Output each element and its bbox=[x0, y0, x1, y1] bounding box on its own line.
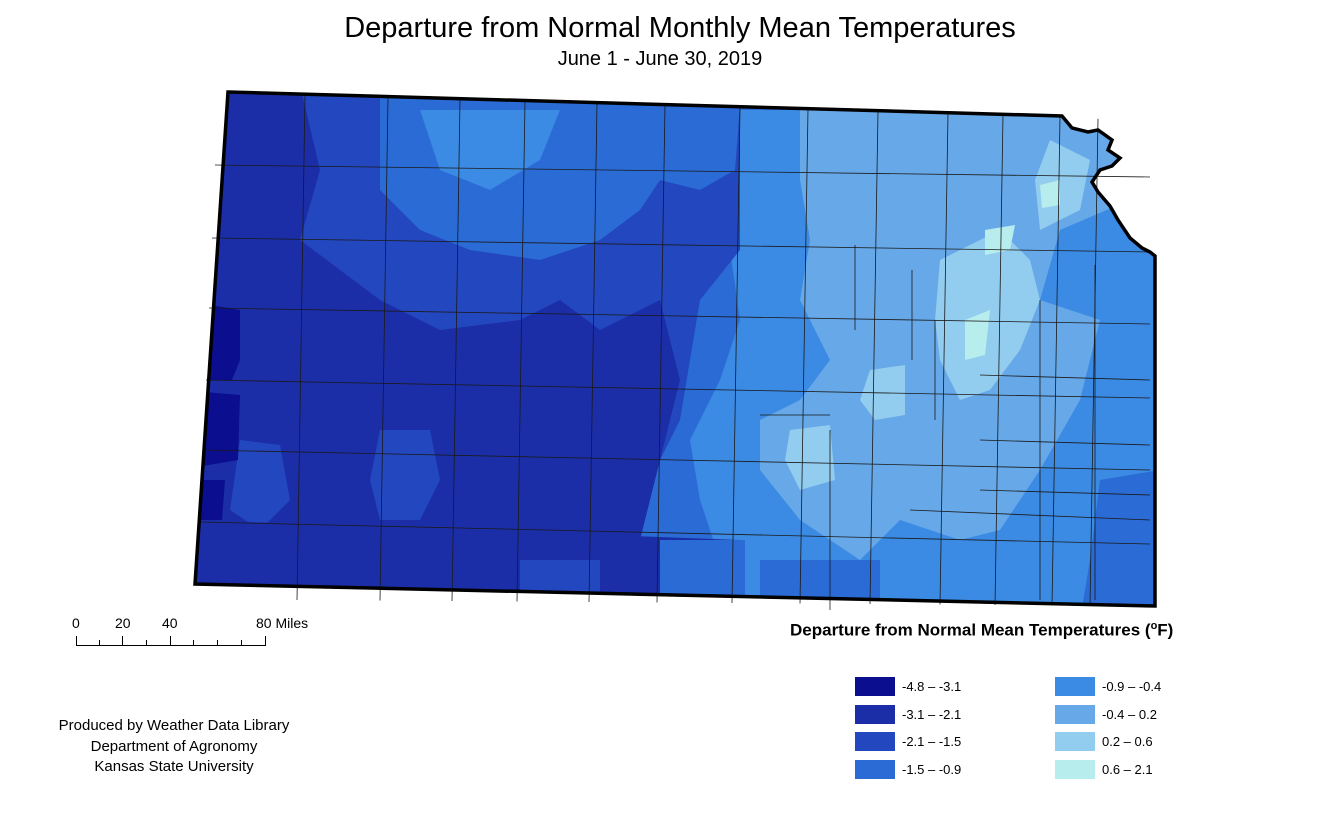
county-line bbox=[731, 107, 741, 604]
county-line bbox=[869, 111, 879, 605]
scale-label-20: 20 bbox=[115, 615, 131, 631]
legend-label: -0.4 – 0.2 bbox=[1102, 706, 1157, 722]
legend-item: -0.4 – 0.2 bbox=[1055, 704, 1255, 725]
legend-item: -1.5 – -0.9 bbox=[855, 759, 1055, 780]
county-line bbox=[451, 99, 461, 602]
zone-warmest-c bbox=[1040, 180, 1060, 208]
legend-label: 0.2 – 0.6 bbox=[1102, 734, 1153, 749]
legend-item: -2.1 – -1.5 bbox=[855, 732, 1055, 752]
scale-tick bbox=[217, 640, 218, 646]
legend-item: 0.6 – 2.1 bbox=[1055, 759, 1255, 780]
zone-north-central-b bbox=[420, 110, 560, 190]
scale-tick bbox=[146, 640, 147, 646]
legend-swatch bbox=[855, 677, 895, 696]
legend-swatch bbox=[1055, 732, 1095, 751]
map-title: Departure from Normal Monthly Mean Tempe… bbox=[344, 12, 1016, 44]
legend-swatch bbox=[1055, 759, 1095, 779]
zone-far-west-b bbox=[195, 390, 240, 470]
scale-label-0: 0 bbox=[72, 615, 80, 631]
county-line bbox=[202, 449, 1151, 471]
county-boundaries bbox=[199, 95, 1151, 610]
legend-label: -4.8 – -3.1 bbox=[902, 679, 962, 694]
county-line bbox=[296, 95, 306, 601]
scale-label-80: 80 Miles bbox=[256, 615, 309, 631]
scale-bar: 0 20 40 80 Miles bbox=[68, 615, 338, 655]
county-line bbox=[211, 237, 1151, 253]
legend-item: -0.9 – -0.4 bbox=[1055, 677, 1255, 697]
zone-west bbox=[195, 92, 680, 606]
zone-southeast-strip-b bbox=[760, 560, 880, 606]
scale-label-40: 40 bbox=[162, 615, 178, 631]
county-line bbox=[994, 114, 1004, 606]
zone-southwest-notch-b bbox=[230, 440, 290, 530]
county-line bbox=[205, 379, 1151, 399]
state-boundary bbox=[193, 90, 1157, 608]
credit-line-1: Produced by Weather Data Library bbox=[58, 717, 290, 734]
scale-tick bbox=[170, 636, 171, 646]
legend-swatch bbox=[855, 704, 895, 724]
credit-line-3: Kansas State University bbox=[94, 758, 254, 775]
legend-item: -3.1 – -2.1 bbox=[855, 704, 1055, 725]
county-line bbox=[979, 439, 1151, 446]
legend-label: -3.1 – -2.1 bbox=[902, 706, 962, 722]
county-line bbox=[979, 489, 1151, 496]
legend-label: -0.9 – -0.4 bbox=[1102, 679, 1162, 694]
credit-line-2: Department of Agronomy bbox=[90, 737, 258, 755]
legend: -4.8 – -3.1 -3.1 – -2.1 -2.1 – -1.5 -1.5 – … bbox=[855, 677, 1275, 787]
scale-tick bbox=[99, 640, 100, 646]
county-line bbox=[1089, 118, 1099, 607]
legend-item: 0.2 – 0.6 bbox=[1055, 732, 1255, 752]
zone-warmest-b bbox=[985, 225, 1015, 255]
county-line bbox=[199, 521, 1151, 545]
county-line bbox=[1051, 116, 1061, 606]
county-line bbox=[979, 374, 1151, 381]
legend-swatch bbox=[855, 732, 895, 751]
legend-swatch bbox=[1055, 704, 1095, 724]
map-subtitle: June 1 - June 30, 2019 bbox=[557, 48, 763, 70]
legend-swatch bbox=[1055, 677, 1095, 696]
county-line bbox=[214, 164, 1151, 178]
county-line bbox=[208, 307, 1151, 325]
scale-tick bbox=[241, 640, 242, 646]
scale-tick bbox=[193, 640, 194, 646]
legend-label: 0.6 – 2.1 bbox=[1102, 761, 1153, 777]
legend-swatch bbox=[855, 759, 895, 779]
county-line bbox=[588, 103, 598, 603]
county-line bbox=[909, 509, 1151, 521]
zone-northeast-pocket bbox=[1035, 140, 1090, 230]
zone-warmest-a bbox=[965, 310, 990, 360]
scale-tick bbox=[122, 636, 123, 646]
legend-title: Departure from Normal Mean Temperatures … bbox=[790, 620, 1174, 640]
county-line bbox=[939, 113, 949, 605]
zone-southwest-notch bbox=[370, 430, 440, 520]
legend-item: -4.8 – -3.1 bbox=[855, 677, 1055, 697]
county-line bbox=[516, 101, 526, 602]
credits: Produced by Weather Data Library Departm… bbox=[38, 716, 310, 778]
county-line bbox=[799, 109, 809, 604]
legend-label: -1.5 – -0.9 bbox=[902, 761, 962, 777]
zone-far-west-c bbox=[195, 480, 225, 520]
zone-southeast-strip bbox=[1080, 470, 1155, 606]
scale-tick bbox=[76, 636, 77, 646]
county-line bbox=[379, 97, 389, 601]
scale-tick bbox=[265, 636, 266, 646]
temperature-zones bbox=[195, 92, 1155, 606]
legend-label: -2.1 – -1.5 bbox=[902, 734, 962, 749]
county-line bbox=[656, 105, 666, 603]
zone-south-central-pocket bbox=[785, 425, 835, 490]
